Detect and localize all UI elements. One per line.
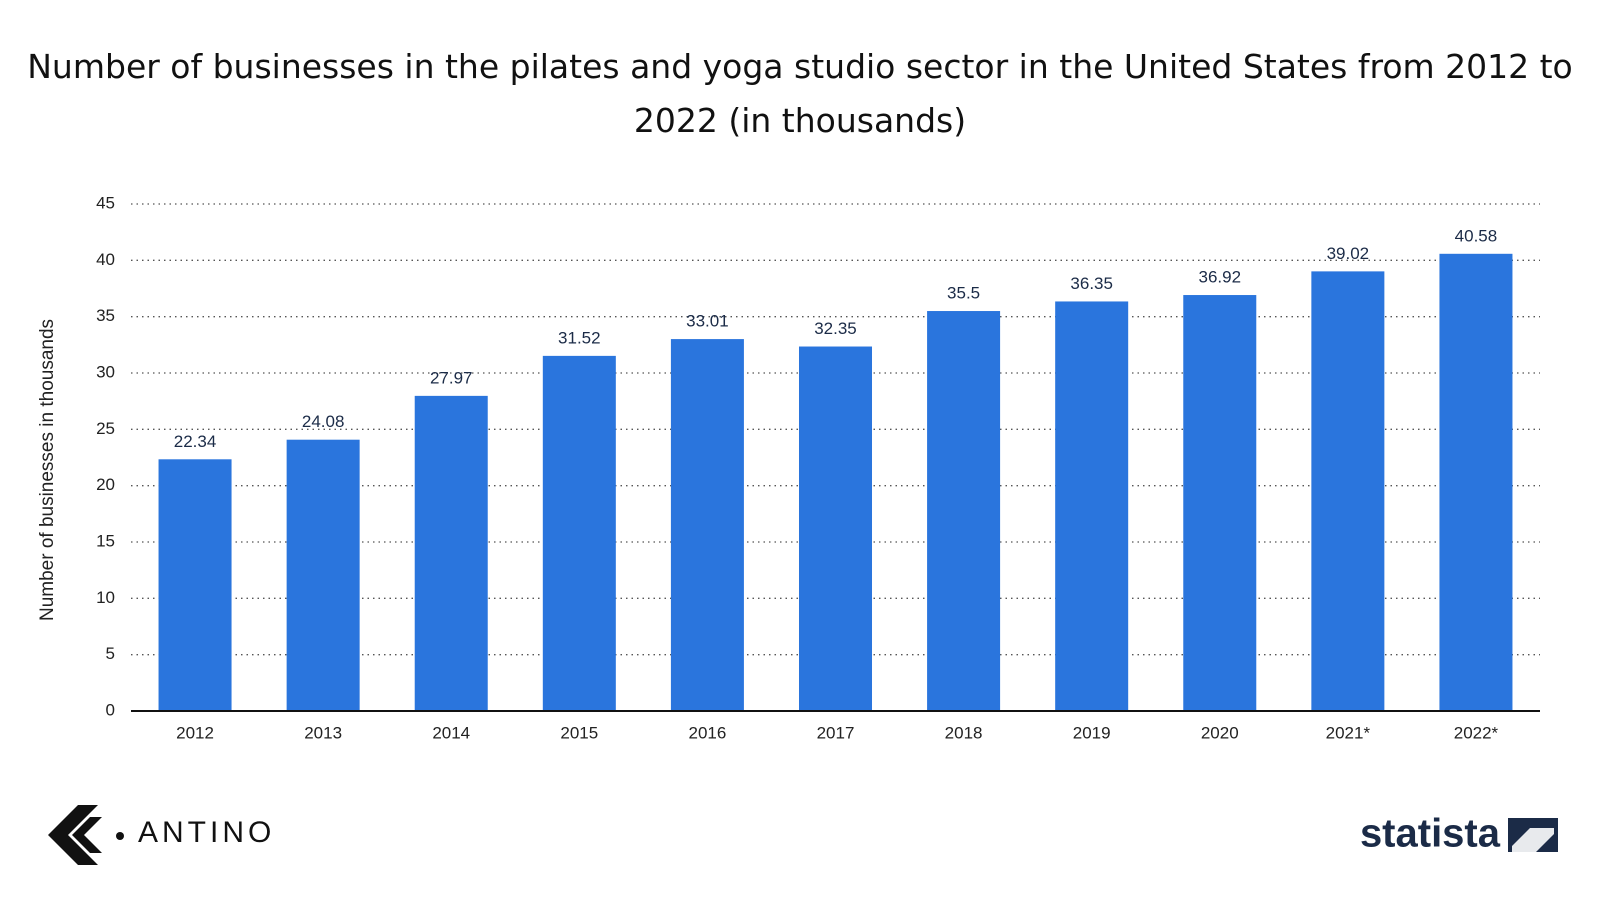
value-label: 32.35: [814, 319, 857, 338]
antino-icon: [48, 805, 102, 865]
y-tick-label: 15: [96, 531, 115, 550]
statista-icon-mark: [1512, 828, 1554, 852]
y-tick-label: 20: [96, 475, 115, 494]
x-tick-label: 2016: [688, 723, 726, 742]
statista-text: statista: [1360, 812, 1501, 856]
value-label: 36.35: [1070, 274, 1113, 293]
x-tick-label: 2012: [176, 723, 214, 742]
value-label: 39.02: [1327, 244, 1370, 263]
bar: [414, 395, 488, 711]
y-tick-label: 5: [106, 644, 115, 663]
y-tick-label: 40: [96, 250, 115, 269]
y-tick-label: 45: [96, 193, 115, 212]
value-label: 31.52: [558, 328, 601, 347]
value-label: 40.58: [1455, 226, 1498, 245]
x-tick-label: 2017: [817, 723, 855, 742]
bar: [542, 355, 616, 711]
bar: [1439, 253, 1513, 712]
value-label: 24.08: [302, 412, 345, 431]
bar: [670, 339, 744, 711]
value-label: 36.92: [1198, 268, 1241, 287]
value-label: 35.5: [947, 284, 980, 303]
dot: [116, 832, 124, 840]
bar: [286, 439, 360, 711]
x-tick-label: 2014: [432, 723, 470, 742]
x-tick-label: 2022*: [1454, 723, 1499, 742]
antino-logo: ANTINO: [48, 805, 275, 865]
y-tick-label: 35: [96, 306, 115, 325]
y-axis-label: Number of businesses in thousands: [37, 319, 58, 621]
x-tick-label: 2018: [945, 723, 983, 742]
x-tick-label: 2020: [1201, 723, 1239, 742]
bar: [1055, 301, 1129, 711]
value-label: 33.01: [686, 312, 729, 331]
bar: [798, 346, 873, 711]
x-tick-label: 2021*: [1326, 723, 1371, 742]
statista-logo: statista: [1360, 812, 1558, 856]
bar: [1183, 295, 1257, 711]
value-label: 27.97: [430, 368, 473, 387]
bar: [158, 459, 232, 711]
y-tick-label: 25: [96, 419, 115, 438]
bar: [1311, 271, 1385, 711]
y-tick-label: 30: [96, 362, 115, 381]
value-label: 22.34: [174, 432, 217, 451]
y-tick-label: 10: [96, 588, 115, 607]
x-tick-label: 2019: [1073, 723, 1111, 742]
antino-text: ANTINO: [138, 816, 275, 849]
bar: [927, 311, 1001, 711]
y-tick-label: 0: [106, 700, 115, 719]
x-tick-label: 2015: [560, 723, 598, 742]
chart-title: Number of businesses in the pilates and …: [27, 47, 1573, 140]
x-tick-label: 2013: [304, 723, 342, 742]
